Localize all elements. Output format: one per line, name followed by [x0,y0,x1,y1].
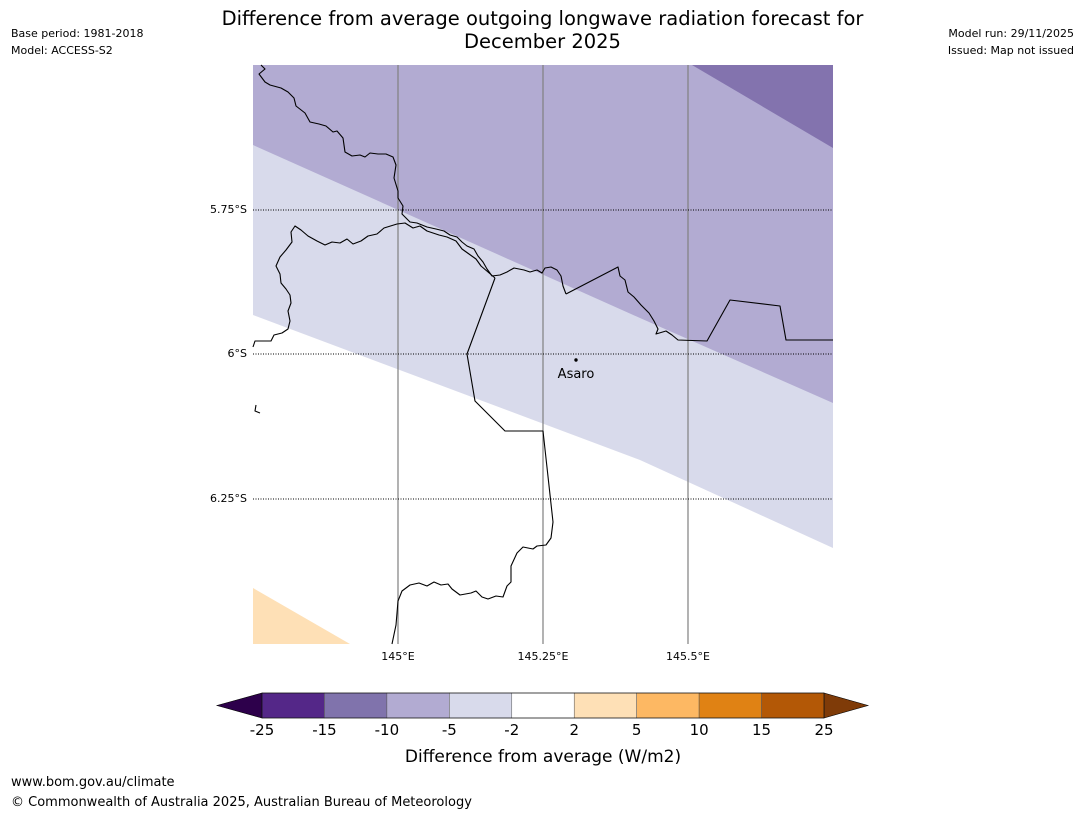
colorbar-bin [386,692,450,719]
run-info: Model run: 29/11/2025 Issued: Map not is… [948,25,1074,59]
lat-label-6: 6°S [228,347,247,360]
graticule [253,65,833,644]
colorbar-frame [261,692,825,719]
footer-url: www.bom.gov.au/climate [11,775,175,790]
colorbar-tick-label: 2 [569,721,579,739]
lon-label-145-5: 145.5°E [666,650,710,663]
colorbar-tick-label: -15 [312,721,337,739]
northern-boundary [258,64,567,295]
boundary-fragment-west [254,404,261,414]
colorbar-bin [636,692,700,719]
longitude-labels: 145°E 145.25°E 145.5°E [381,650,710,663]
colorbar-tick-label: -10 [375,721,400,739]
lat-label-5-75: 5.75°S [210,203,247,216]
colorbar-bin [324,692,388,719]
footer-copyright: © Commonwealth of Australia 2025, Austra… [11,795,472,810]
colorbar-ticks: -25 -15 -10 -5 -2 2 5 10 15 25 [250,721,834,739]
colorbar-title: Difference from average (W/m2) [405,747,681,767]
lon-label-145-25: 145.25°E [518,650,569,663]
lon-label-145: 145°E [381,650,414,663]
map-panel: Asaro 5.75°S 6°S 6.25°S 145°E 145.25°E 1… [210,64,833,663]
colorbar-extend-high [823,692,870,719]
colorbar-tick-label: 10 [690,721,709,739]
latitude-labels: 5.75°S 6°S 6.25°S [210,203,247,505]
title-line-1: Difference from average outgoing longwav… [221,7,864,30]
title-line-2: December 2025 [464,30,621,53]
region-below-minus15 [692,65,833,148]
colorbar-bins [215,692,870,719]
place-marker: Asaro [558,358,595,382]
lat-label-6-25: 6.25°S [210,492,247,505]
colorbar-tick-label: -5 [442,721,457,739]
model-info: Base period: 1981-2018 Model: ACCESS-S2 [11,25,143,59]
map-title: Difference from average outgoing longwav… [160,7,925,53]
colorbar-bin [573,692,637,719]
colorbar-tick-label: 5 [632,721,642,739]
provincial-boundary-east [565,266,833,342]
colorbar-tick-label: 15 [752,721,771,739]
colorbar-tick-label: -2 [504,721,519,739]
boundaries [252,64,833,645]
region-plus2-to-plus5 [253,588,350,644]
asaro-point [574,358,578,362]
base-period-text: Base period: 1981-2018 [11,27,144,40]
colorbar-extend-low [215,692,263,719]
colorbar-bin [449,692,513,719]
colorbar: -25 -15 -10 -5 -2 2 5 10 15 25 Difference from av… [215,692,870,767]
colorbar-bin [761,692,825,719]
colorbar-tick-label: -25 [250,721,275,739]
colorbar-bin [261,692,325,719]
asaro-label: Asaro [558,367,595,382]
issued-text: Issued: Map not issued [947,44,1074,57]
model-name-text: Model: ACCESS-S2 [11,44,113,57]
provincial-boundary-interior [391,277,554,645]
model-run-text: Model run: 29/11/2025 [948,27,1074,40]
colorbar-bin [698,692,762,719]
colorbar-tick-label: 25 [814,721,833,739]
colorbar-bin [511,692,575,719]
provincial-boundary-west [252,222,496,348]
